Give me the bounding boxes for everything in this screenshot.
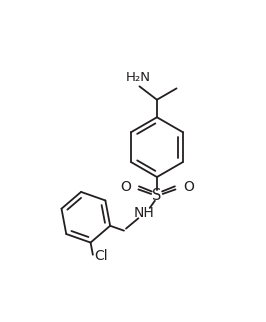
Text: H₂N: H₂N xyxy=(126,71,151,84)
Text: Cl: Cl xyxy=(94,249,107,263)
Text: S: S xyxy=(152,188,162,203)
Text: O: O xyxy=(183,180,194,194)
Text: NH: NH xyxy=(133,206,154,220)
Text: O: O xyxy=(120,180,131,194)
